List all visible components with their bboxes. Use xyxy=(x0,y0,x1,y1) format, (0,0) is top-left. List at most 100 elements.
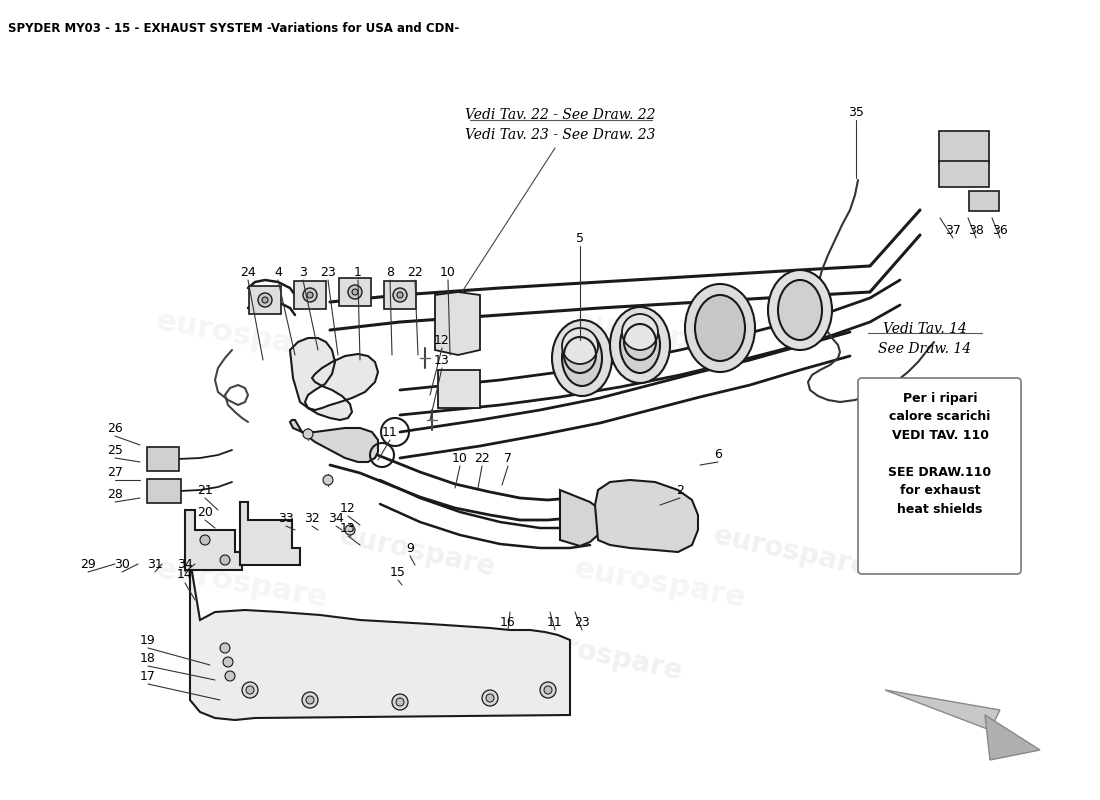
Text: Per i ripari
calore scarichi
VEDI TAV. 110

SEE DRAW.110
for exhaust
heat shield: Per i ripari calore scarichi VEDI TAV. 1… xyxy=(889,392,991,516)
Text: 37: 37 xyxy=(945,223,961,237)
Polygon shape xyxy=(434,292,480,355)
Text: 22: 22 xyxy=(474,451,490,465)
Text: 30: 30 xyxy=(114,558,130,570)
Circle shape xyxy=(397,292,403,298)
Polygon shape xyxy=(290,338,378,420)
Circle shape xyxy=(200,535,210,545)
FancyBboxPatch shape xyxy=(858,378,1021,574)
Circle shape xyxy=(486,694,494,702)
Text: eurospare: eurospare xyxy=(154,306,330,366)
Ellipse shape xyxy=(620,317,660,373)
FancyBboxPatch shape xyxy=(939,161,989,187)
Polygon shape xyxy=(190,560,570,720)
Circle shape xyxy=(540,682,556,698)
Text: 36: 36 xyxy=(992,223,1008,237)
Text: 14: 14 xyxy=(177,569,192,582)
Text: Vedi Tav. 23 - See Draw. 23: Vedi Tav. 23 - See Draw. 23 xyxy=(464,128,656,142)
Text: 13: 13 xyxy=(340,522,356,534)
Circle shape xyxy=(258,293,272,307)
Circle shape xyxy=(246,686,254,694)
Ellipse shape xyxy=(552,320,612,396)
Text: 12: 12 xyxy=(434,334,450,346)
Circle shape xyxy=(396,698,404,706)
Text: 1: 1 xyxy=(354,266,362,278)
Text: eurospare: eurospare xyxy=(154,554,330,614)
Text: 18: 18 xyxy=(140,651,156,665)
Text: 8: 8 xyxy=(386,266,394,278)
Text: 26: 26 xyxy=(107,422,123,434)
FancyBboxPatch shape xyxy=(147,447,179,471)
Polygon shape xyxy=(886,690,1000,730)
Circle shape xyxy=(220,555,230,565)
Circle shape xyxy=(393,288,407,302)
Circle shape xyxy=(302,692,318,708)
FancyBboxPatch shape xyxy=(384,281,416,309)
Circle shape xyxy=(392,694,408,710)
FancyBboxPatch shape xyxy=(969,191,999,211)
Text: eurospare: eurospare xyxy=(525,626,685,686)
Text: 21: 21 xyxy=(197,483,213,497)
Circle shape xyxy=(242,682,258,698)
Text: 10: 10 xyxy=(440,266,455,278)
Text: Vedi Tav. 22 - See Draw. 22: Vedi Tav. 22 - See Draw. 22 xyxy=(464,108,656,122)
Text: 22: 22 xyxy=(407,266,422,278)
Circle shape xyxy=(621,314,658,350)
Ellipse shape xyxy=(685,284,755,372)
Text: 6: 6 xyxy=(714,447,722,461)
Text: 9: 9 xyxy=(406,542,414,554)
Text: 34: 34 xyxy=(328,511,344,525)
Text: 34: 34 xyxy=(177,558,192,570)
Text: SPYDER MY03 - 15 - EXHAUST SYSTEM -Variations for USA and CDN-: SPYDER MY03 - 15 - EXHAUST SYSTEM -Varia… xyxy=(8,22,460,35)
FancyBboxPatch shape xyxy=(939,131,989,163)
Polygon shape xyxy=(185,510,242,570)
Text: eurospare: eurospare xyxy=(712,522,872,582)
FancyBboxPatch shape xyxy=(294,281,326,309)
Text: Vedi Tav. 14: Vedi Tav. 14 xyxy=(883,322,967,336)
FancyBboxPatch shape xyxy=(438,370,480,408)
Text: eurospare: eurospare xyxy=(338,522,498,582)
Text: 31: 31 xyxy=(147,558,163,570)
Circle shape xyxy=(302,429,313,439)
Polygon shape xyxy=(240,502,300,565)
Text: 28: 28 xyxy=(107,487,123,501)
Text: 3: 3 xyxy=(299,266,307,278)
Text: 13: 13 xyxy=(434,354,450,366)
Text: See Draw. 14: See Draw. 14 xyxy=(879,342,971,356)
Text: 19: 19 xyxy=(140,634,156,646)
Text: 5: 5 xyxy=(576,231,584,245)
Text: 12: 12 xyxy=(340,502,356,514)
FancyBboxPatch shape xyxy=(147,479,182,503)
Text: 2: 2 xyxy=(676,483,684,497)
Ellipse shape xyxy=(610,307,670,383)
Text: 29: 29 xyxy=(80,558,96,570)
Ellipse shape xyxy=(778,280,822,340)
Text: eurospare: eurospare xyxy=(572,306,748,366)
Circle shape xyxy=(223,657,233,667)
Text: 7: 7 xyxy=(504,451,512,465)
Text: 23: 23 xyxy=(574,615,590,629)
Text: 38: 38 xyxy=(968,223,983,237)
Ellipse shape xyxy=(768,270,832,350)
Polygon shape xyxy=(595,480,698,552)
Text: 15: 15 xyxy=(390,566,406,578)
Circle shape xyxy=(220,643,230,653)
Ellipse shape xyxy=(695,295,745,361)
Polygon shape xyxy=(984,715,1040,760)
Text: 11: 11 xyxy=(382,426,398,438)
Circle shape xyxy=(306,696,313,704)
Text: 27: 27 xyxy=(107,466,123,478)
Circle shape xyxy=(352,289,358,295)
Ellipse shape xyxy=(562,330,602,386)
Circle shape xyxy=(562,328,598,364)
Circle shape xyxy=(307,292,314,298)
FancyBboxPatch shape xyxy=(339,278,371,306)
Text: 16: 16 xyxy=(500,615,516,629)
Text: 25: 25 xyxy=(107,443,123,457)
Circle shape xyxy=(226,671,235,681)
Circle shape xyxy=(345,525,355,535)
Text: eurospare: eurospare xyxy=(572,554,748,614)
Text: 24: 24 xyxy=(240,266,256,278)
Circle shape xyxy=(482,690,498,706)
Text: 4: 4 xyxy=(274,266,282,278)
Circle shape xyxy=(262,297,268,303)
